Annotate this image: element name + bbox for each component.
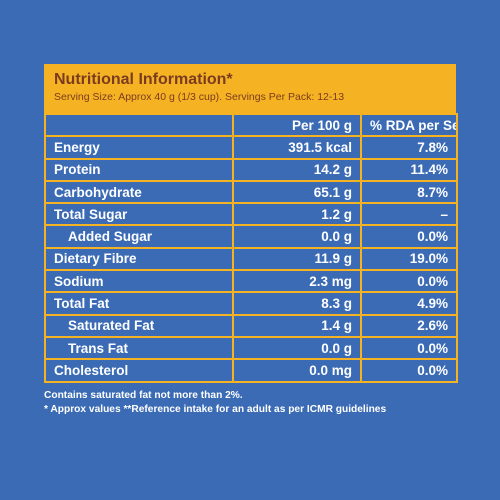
- nutrient-name: Saturated Fat: [44, 313, 234, 338]
- per100-value: 391.5 kcal: [232, 135, 362, 160]
- per100-value: 1.2 g: [232, 202, 362, 227]
- table-row: Saturated Fat 1.4 g 2.6%: [44, 313, 458, 338]
- rda-value: 11.4%: [360, 157, 458, 182]
- table-row: Cholesterol 0.0 mg 0.0%: [44, 358, 458, 383]
- rda-value: 0.0%: [360, 224, 458, 249]
- per100-value: 8.3 g: [232, 291, 362, 316]
- nutrient-name: Total Sugar: [44, 202, 234, 227]
- nutrient-name: Protein: [44, 157, 234, 182]
- rda-value: –: [360, 202, 458, 227]
- table-row: Total Fat 8.3 g 4.9%: [44, 291, 458, 316]
- nutrient-name: Cholesterol: [44, 358, 234, 383]
- rda-value: 7.8%: [360, 135, 458, 160]
- header-blank-cell: [44, 112, 234, 138]
- nutrient-name: Total Fat: [44, 291, 234, 316]
- rda-value: 8.7%: [360, 179, 458, 205]
- rda-value: 0.0%: [360, 335, 458, 361]
- footnotes: Contains saturated fat not more than 2%.…: [44, 389, 456, 417]
- nutrition-panel: Nutritional Information* Serving Size: A…: [44, 64, 458, 417]
- per100-value: 11.9 g: [232, 246, 362, 272]
- nutrient-name: Energy: [44, 135, 234, 160]
- rda-value: 2.6%: [360, 313, 458, 338]
- rda-value: 4.9%: [360, 291, 458, 316]
- footnote-reference: * Approx values **Reference intake for a…: [44, 403, 387, 415]
- nutrient-name: Sodium: [44, 269, 234, 294]
- per100-value: 1.4 g: [232, 313, 362, 338]
- nutrition-header: Nutritional Information* Serving Size: A…: [44, 64, 456, 113]
- header-rda: % RDA per Serve**: [360, 112, 458, 138]
- nutrient-name: Dietary Fibre: [44, 246, 234, 272]
- per100-value: 2.3 mg: [232, 269, 362, 294]
- nutrition-title: Nutritional Information*: [54, 71, 233, 88]
- per100-value: 0.0 g: [232, 224, 362, 249]
- table-row: Sodium 2.3 mg 0.0%: [44, 269, 458, 294]
- table-row: Protein 14.2 g 11.4%: [44, 157, 458, 182]
- table-row: Added Sugar 0.0 g 0.0%: [44, 224, 458, 249]
- rda-value: 0.0%: [360, 269, 458, 294]
- nutrient-name: Added Sugar: [44, 224, 234, 249]
- per100-value: 0.0 g: [232, 335, 362, 361]
- table-header-row: Per 100 g % RDA per Serve**: [44, 112, 458, 138]
- nutrient-name: Carbohydrate: [44, 179, 234, 205]
- table-row: Carbohydrate 65.1 g 8.7%: [44, 179, 458, 205]
- rda-value: 19.0%: [360, 246, 458, 272]
- table-row: Trans Fat 0.0 g 0.0%: [44, 335, 458, 361]
- rda-value: 0.0%: [360, 358, 458, 383]
- header-per100: Per 100 g: [232, 112, 362, 138]
- table-row: Energy 391.5 kcal 7.8%: [44, 135, 458, 160]
- table-row: Dietary Fibre 11.9 g 19.0%: [44, 246, 458, 272]
- per100-value: 65.1 g: [232, 179, 362, 205]
- per100-value: 0.0 mg: [232, 358, 362, 383]
- nutrient-name: Trans Fat: [44, 335, 234, 361]
- per100-value: 14.2 g: [232, 157, 362, 182]
- footnote-saturated-fat: Contains saturated fat not more than 2%.: [44, 389, 243, 401]
- serving-info: Serving Size: Approx 40 g (1/3 cup). Ser…: [54, 91, 345, 103]
- nutrition-table: Per 100 g % RDA per Serve** Energy 391.5…: [44, 112, 458, 383]
- table-row: Total Sugar 1.2 g –: [44, 202, 458, 227]
